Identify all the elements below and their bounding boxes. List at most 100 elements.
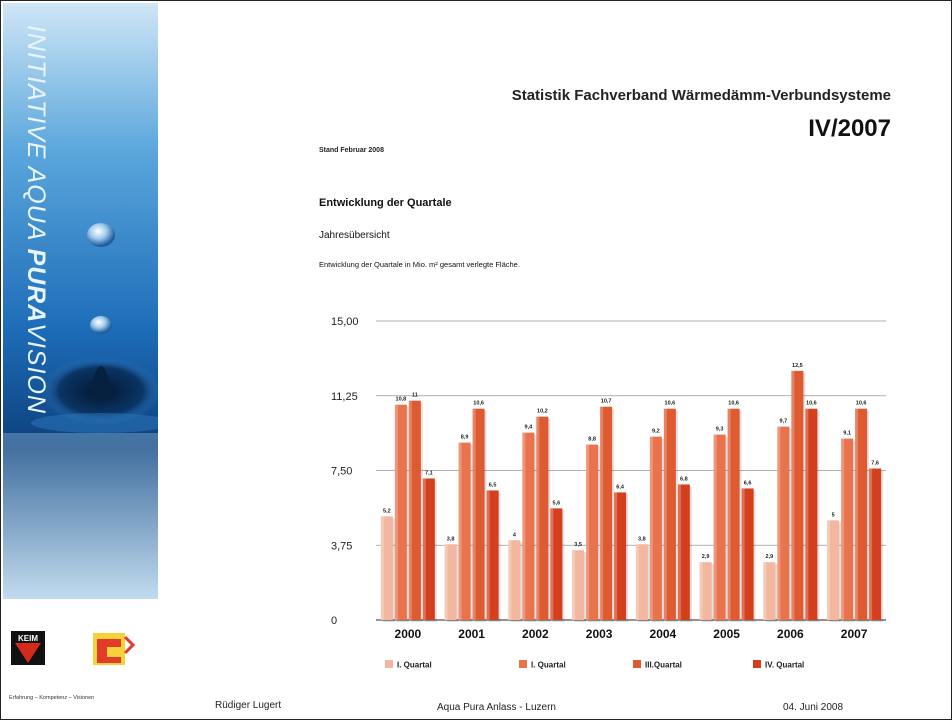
bar — [649, 436, 662, 620]
keim-logo: KEIM — [11, 631, 136, 665]
bar — [805, 408, 818, 620]
bar-highlight — [741, 488, 745, 620]
bar-highlight — [713, 434, 717, 620]
bar — [841, 438, 854, 620]
x-tick-label: 2007 — [841, 627, 868, 641]
bar — [791, 370, 804, 620]
data-label: 8,9 — [461, 435, 469, 441]
footer-author: Rüdiger Lugert — [215, 700, 282, 711]
bar — [600, 406, 613, 620]
bar-highlight — [614, 492, 618, 620]
data-label: 9,3 — [716, 427, 724, 433]
legend-swatch — [633, 660, 641, 668]
data-label: 7,6 — [871, 461, 879, 467]
water-drop-image — [3, 3, 158, 599]
bar — [869, 468, 882, 620]
y-tick-label: 7,50 — [331, 466, 352, 478]
period-label: IV/2007 — [808, 115, 891, 142]
bar — [458, 442, 471, 620]
bar — [536, 416, 549, 620]
data-label: 10,6 — [728, 401, 739, 407]
bar — [572, 550, 585, 620]
footer-date: 04. Juni 2008 — [783, 702, 844, 713]
legend-swatch — [519, 660, 527, 668]
bar-highlight — [677, 484, 681, 620]
bar-highlight — [841, 438, 845, 620]
section-subheading: Jahresübersicht — [319, 230, 390, 241]
x-tick-label: 2005 — [713, 627, 740, 641]
data-label: 2,9 — [766, 554, 774, 560]
data-label: 10,2 — [537, 409, 548, 415]
bar — [444, 544, 457, 620]
bar — [408, 400, 421, 620]
data-label: 6,6 — [744, 480, 752, 486]
legend-label: I. Quartal — [531, 661, 566, 670]
bar-highlight — [855, 408, 859, 620]
bar-highlight — [380, 516, 384, 620]
bar — [677, 484, 690, 620]
bar-highlight — [550, 508, 554, 620]
legend-swatch — [385, 660, 393, 668]
bar-highlight — [586, 444, 590, 620]
bar — [635, 544, 648, 620]
data-label: 10,6 — [473, 401, 484, 407]
legend-label: I. Quartal — [397, 661, 432, 670]
bar — [508, 540, 521, 620]
bar-highlight — [508, 540, 512, 620]
bar — [713, 434, 726, 620]
data-label: 6,8 — [680, 476, 688, 482]
bar-highlight — [422, 478, 426, 620]
data-label: 10,6 — [665, 401, 676, 407]
bar-highlight — [791, 370, 795, 620]
data-label: 10,8 — [396, 397, 407, 403]
bar — [550, 508, 563, 620]
data-label: 12,5 — [792, 363, 803, 369]
bar-highlight — [486, 490, 490, 620]
bar — [394, 404, 407, 620]
bar — [472, 408, 485, 620]
bar — [741, 488, 754, 620]
bar-highlight — [635, 544, 639, 620]
bar-highlight — [536, 416, 540, 620]
x-tick-label: 2002 — [522, 627, 549, 641]
y-tick-label: 0 — [331, 615, 337, 627]
bar-highlight — [600, 406, 604, 620]
data-label: 3,8 — [447, 536, 455, 542]
logo-tagline: Erfahrung – Kompetenz – Visionen — [9, 695, 95, 701]
bar-highlight — [869, 468, 873, 620]
x-tick-label: 2004 — [650, 627, 677, 641]
chart-description: Entwicklung der Quartale in Mio. m² gesa… — [319, 260, 520, 269]
data-label: 10,6 — [856, 401, 867, 407]
bar — [614, 492, 627, 620]
bar-highlight — [458, 442, 462, 620]
data-label: 9,2 — [652, 429, 660, 435]
bar-highlight — [444, 544, 448, 620]
data-label: 9,4 — [525, 425, 534, 431]
stand-date: Stand Februar 2008 — [319, 147, 384, 154]
x-tick-label: 2006 — [777, 627, 804, 641]
data-label: 9,7 — [780, 419, 788, 425]
bar-highlight — [827, 520, 831, 620]
data-label: 5,2 — [383, 508, 391, 514]
bar — [827, 520, 840, 620]
data-label: 10,7 — [601, 399, 612, 405]
bar — [855, 408, 868, 620]
bar-highlight — [408, 400, 412, 620]
bar — [763, 562, 776, 620]
x-tick-label: 2003 — [586, 627, 613, 641]
bar-highlight — [699, 562, 703, 620]
bar-highlight — [522, 432, 526, 620]
bar — [663, 408, 676, 620]
data-label: 5,6 — [553, 500, 561, 506]
y-tick-label: 15,00 — [331, 316, 359, 328]
bar — [486, 490, 499, 620]
legend-swatch — [753, 660, 761, 668]
bar — [380, 516, 393, 620]
sidebar-title: INITIATIVE AQUA PURAVISION — [22, 25, 50, 415]
y-tick-label: 11,25 — [331, 391, 358, 403]
y-tick-label: 3,75 — [331, 540, 352, 552]
x-tick-label: 2001 — [458, 627, 485, 641]
logo-area: KEIM — [11, 631, 161, 711]
bar-highlight — [777, 426, 781, 620]
